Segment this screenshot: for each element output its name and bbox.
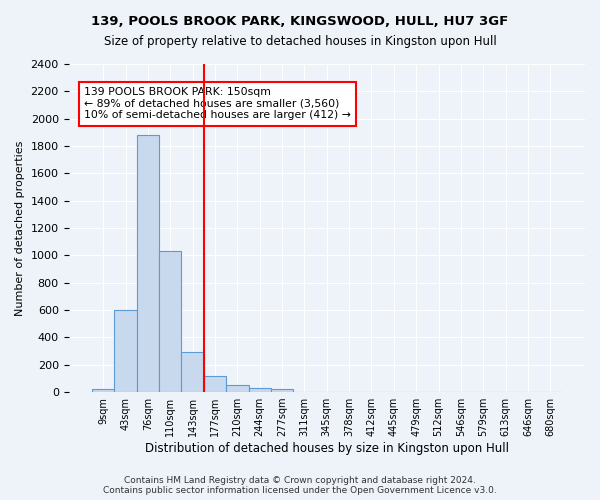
Text: 139 POOLS BROOK PARK: 150sqm
← 89% of detached houses are smaller (3,560)
10% of: 139 POOLS BROOK PARK: 150sqm ← 89% of de… xyxy=(84,87,351,120)
X-axis label: Distribution of detached houses by size in Kingston upon Hull: Distribution of detached houses by size … xyxy=(145,442,509,455)
Text: 139, POOLS BROOK PARK, KINGSWOOD, HULL, HU7 3GF: 139, POOLS BROOK PARK, KINGSWOOD, HULL, … xyxy=(91,15,509,28)
Y-axis label: Number of detached properties: Number of detached properties xyxy=(15,140,25,316)
Bar xyxy=(271,390,293,392)
Bar xyxy=(248,388,271,392)
Bar xyxy=(137,135,159,392)
Bar xyxy=(204,376,226,392)
Text: Contains HM Land Registry data © Crown copyright and database right 2024.
Contai: Contains HM Land Registry data © Crown c… xyxy=(103,476,497,495)
Bar xyxy=(115,310,137,392)
Bar xyxy=(92,390,115,392)
Bar xyxy=(226,385,248,392)
Bar xyxy=(181,352,204,392)
Bar xyxy=(159,252,181,392)
Text: Size of property relative to detached houses in Kingston upon Hull: Size of property relative to detached ho… xyxy=(104,35,496,48)
